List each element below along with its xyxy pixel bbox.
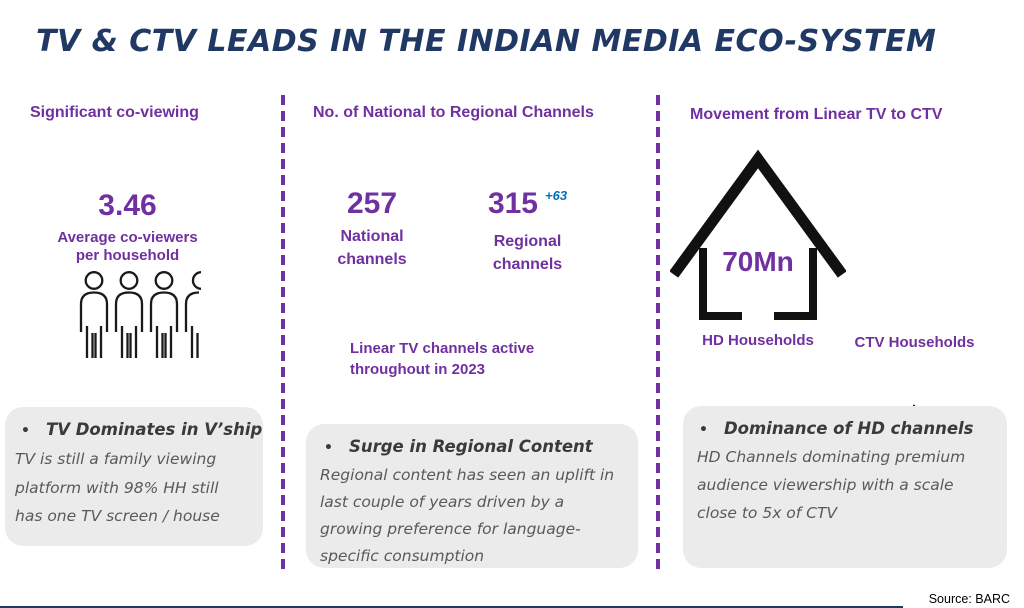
national-channels-label-line1: National xyxy=(340,228,404,245)
person-partial-icon xyxy=(181,270,201,360)
hd-households-label: HD Households xyxy=(702,332,814,349)
bullet-icon: • xyxy=(21,423,30,439)
coviewing-stat-value: 3.46 xyxy=(98,189,157,222)
linear-tv-note-line1: Linear TV channels active xyxy=(350,340,535,357)
ctv-households-label: CTV Households xyxy=(854,334,975,351)
footer-divider xyxy=(0,606,903,608)
linear-tv-note-line2: throughout in 2023 xyxy=(350,361,485,378)
house-large-icon: 70Mn xyxy=(670,146,846,328)
regional-channels-label-line2: channels xyxy=(492,256,563,273)
col1-insight-card: • TV Dominates in V’ship TV is still a fa… xyxy=(5,407,263,546)
col3-heading: Movement from Linear TV to CTV xyxy=(690,106,943,123)
regional-channels-delta: +63 xyxy=(545,188,568,203)
bullet-icon: • xyxy=(699,422,708,438)
regional-channels-label-line1: Regional xyxy=(493,233,562,250)
col3-insight-card: • Dominance of HD channels HD Channels do… xyxy=(683,406,1007,568)
column-separator-dashed xyxy=(656,95,660,572)
col1-heading-rest: co-viewing xyxy=(111,104,199,121)
col3-card-body: HD Channels dominating premium audience … xyxy=(697,448,966,522)
person-icon xyxy=(76,270,112,360)
regional-channels-value: 315 xyxy=(487,187,538,220)
national-channels-stat: 257 National channels xyxy=(312,187,432,271)
col1-card-heading: TV Dominates in V’ship xyxy=(45,420,263,439)
col2-card-body: Regional content has seen an uplift in l… xyxy=(320,466,615,566)
col1-heading-bold: Significant xyxy=(30,104,112,121)
linear-tv-note: Linear TV channels active throughout in … xyxy=(350,338,570,380)
col1-card-body: TV is still a family viewing platform wi… xyxy=(15,450,220,526)
person-icon xyxy=(146,270,182,360)
person-icon xyxy=(111,270,147,360)
coviewing-stat: 3.46 Average co-viewers per household xyxy=(0,189,255,265)
national-channels-value: 257 xyxy=(346,187,398,220)
regional-channels-stat: 315 +63 Regional channels xyxy=(465,187,590,276)
source-credit: Source: BARC xyxy=(928,592,1010,606)
people-group-icon xyxy=(76,270,201,360)
col1-heading: Significant co-viewing xyxy=(30,104,199,122)
hd-households-value: 70Mn xyxy=(722,246,794,277)
col2-insight-card: • Surge in Regional Content Regional cont… xyxy=(306,424,638,568)
col2-card-heading: Surge in Regional Content xyxy=(348,437,593,456)
col3-card-heading: Dominance of HD channels xyxy=(723,419,974,438)
column-separator-dashed xyxy=(281,95,285,572)
coviewing-stat-label-line1: Average co-viewers xyxy=(57,229,198,246)
national-channels-label-line2: channels xyxy=(337,251,407,268)
page-title: TV & CTV LEADS IN THE INDIAN MEDIA ECO-S… xyxy=(36,24,937,59)
bullet-icon: • xyxy=(324,440,333,456)
col2-heading: No. of National to Regional Channels xyxy=(313,104,594,121)
coviewing-stat-label-line2: per household xyxy=(75,247,180,264)
